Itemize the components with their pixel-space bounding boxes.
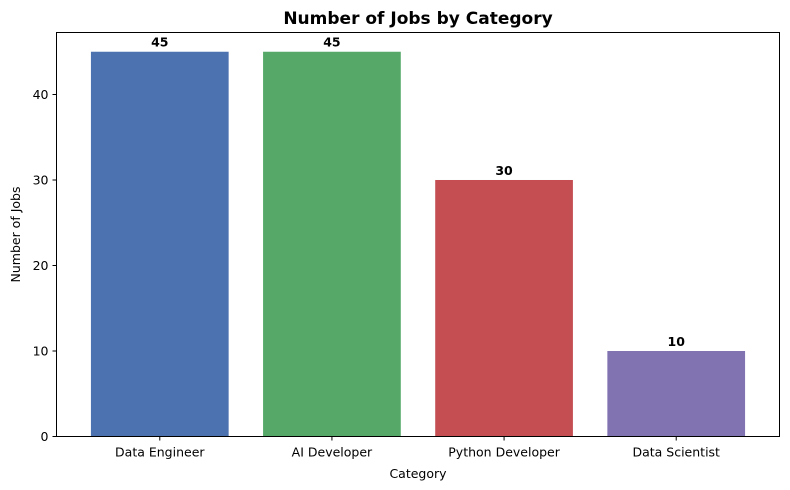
y-tick-label: 10 <box>33 344 49 359</box>
data-label-data-scientist: 10 <box>668 334 686 349</box>
bar-ai-developer <box>263 51 401 437</box>
chart-title: Number of Jobs by Category <box>283 9 552 29</box>
data-label-python-developer: 30 <box>495 163 513 178</box>
y-tick-label: 30 <box>33 172 49 187</box>
y-axis-label: Number of Jobs <box>8 187 23 283</box>
data-label-data-engineer: 45 <box>151 35 168 50</box>
y-axis: 0 10 20 30 40 <box>33 87 57 444</box>
y-tick-label: 20 <box>33 258 49 273</box>
value-labels-layer: 45 45 30 10 <box>151 35 685 349</box>
x-axis-label: Category <box>389 466 447 481</box>
x-tick-label: Data Engineer <box>115 445 205 460</box>
x-tick-label: Python Developer <box>448 445 560 460</box>
bar-data-engineer <box>90 51 229 437</box>
y-tick-label: 40 <box>33 87 49 102</box>
bar-data-scientist <box>607 351 746 437</box>
y-tick-label: 0 <box>41 429 49 444</box>
plot-frame <box>56 32 780 437</box>
x-tick-label: AI Developer <box>292 445 373 460</box>
x-axis: Data Engineer AI Developer Python Develope… <box>115 436 720 460</box>
bars-layer <box>90 51 746 437</box>
x-tick-label: Data Scientist <box>632 445 720 460</box>
data-label-ai-developer: 45 <box>323 35 340 50</box>
bar-python-developer <box>435 179 573 437</box>
